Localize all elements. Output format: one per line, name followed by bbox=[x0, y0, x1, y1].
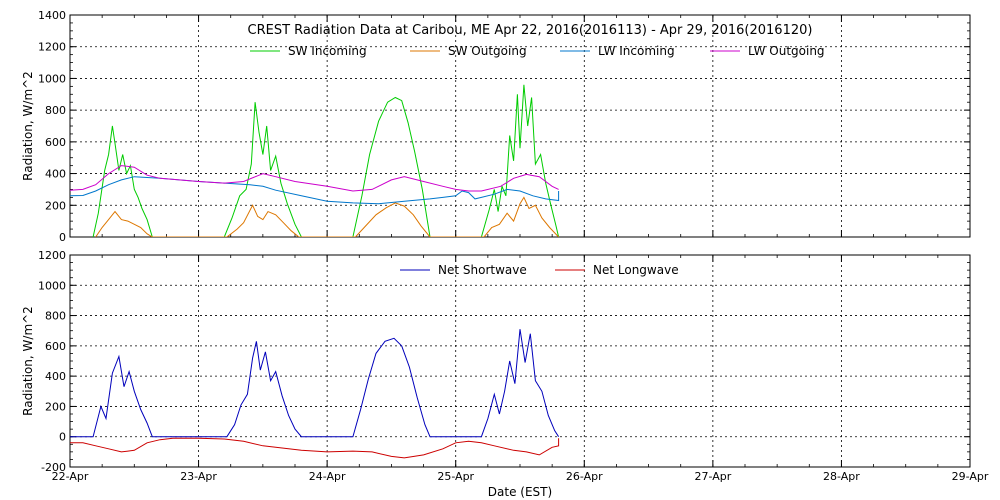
y-axis-title: Radiation, W/m^2 bbox=[21, 71, 35, 181]
legend-label: SW Outgoing bbox=[448, 44, 527, 58]
y-tick-label: 1400 bbox=[38, 9, 66, 22]
legend-label: LW Incoming bbox=[598, 44, 675, 58]
x-tick-label: 28-Apr bbox=[823, 470, 860, 483]
y-tick-label: 1200 bbox=[38, 249, 66, 262]
y-tick-label: 200 bbox=[45, 400, 66, 413]
y-tick-label: -200 bbox=[41, 461, 66, 474]
y-tick-label: 1200 bbox=[38, 41, 66, 54]
y-axis-title: Radiation, W/m^2 bbox=[21, 306, 35, 416]
x-tick-label: 25-Apr bbox=[437, 470, 474, 483]
y-tick-label: 800 bbox=[45, 104, 66, 117]
y-tick-label: 0 bbox=[59, 231, 66, 244]
y-tick-label: 800 bbox=[45, 310, 66, 323]
y-tick-label: 200 bbox=[45, 199, 66, 212]
y-tick-label: 1000 bbox=[38, 72, 66, 85]
series-line-lw-incoming bbox=[70, 176, 560, 205]
x-tick-label: 24-Apr bbox=[309, 470, 346, 483]
y-tick-label: 0 bbox=[59, 431, 66, 444]
y-tick-label: 600 bbox=[45, 340, 66, 353]
series-line-lw-outgoing bbox=[70, 165, 559, 192]
series-line-net-shortwave bbox=[70, 329, 560, 438]
radiation-components-panel: 0 200 400 600 800 1000 1200 1400 Radiation, W/m^… bbox=[21, 9, 971, 244]
legend-label: Net Longwave bbox=[593, 263, 679, 277]
legend-label: Net Shortwave bbox=[438, 263, 527, 277]
x-axis-title: Date (EST) bbox=[488, 485, 552, 499]
series-line-sw-incoming bbox=[92, 84, 560, 237]
series-line-net-longwave bbox=[70, 437, 560, 459]
chart-title: CREST Radiation Data at Caribou, ME Apr … bbox=[248, 23, 813, 38]
legend-label: SW Incoming bbox=[288, 44, 367, 58]
x-tick-label: 22-Apr bbox=[52, 470, 89, 483]
y-tick-label: 400 bbox=[45, 370, 66, 383]
x-tick-label: 29-Apr bbox=[952, 470, 989, 483]
x-tick-label: 26-Apr bbox=[566, 470, 603, 483]
y-tick-label: 1000 bbox=[38, 279, 66, 292]
x-tick-label: 27-Apr bbox=[694, 470, 731, 483]
legend-label: LW Outgoing bbox=[748, 44, 825, 58]
y-tick-label: 400 bbox=[45, 168, 66, 181]
plot-frame bbox=[69, 254, 971, 468]
net-radiation-panel: -200 0 200 400 600 800 1000 1200 22-Apr 23-Apr 24-… bbox=[21, 249, 989, 499]
x-tick-label: 23-Apr bbox=[180, 470, 217, 483]
y-tick-label: 600 bbox=[45, 136, 66, 149]
series-line-sw-outgoing bbox=[95, 196, 559, 237]
